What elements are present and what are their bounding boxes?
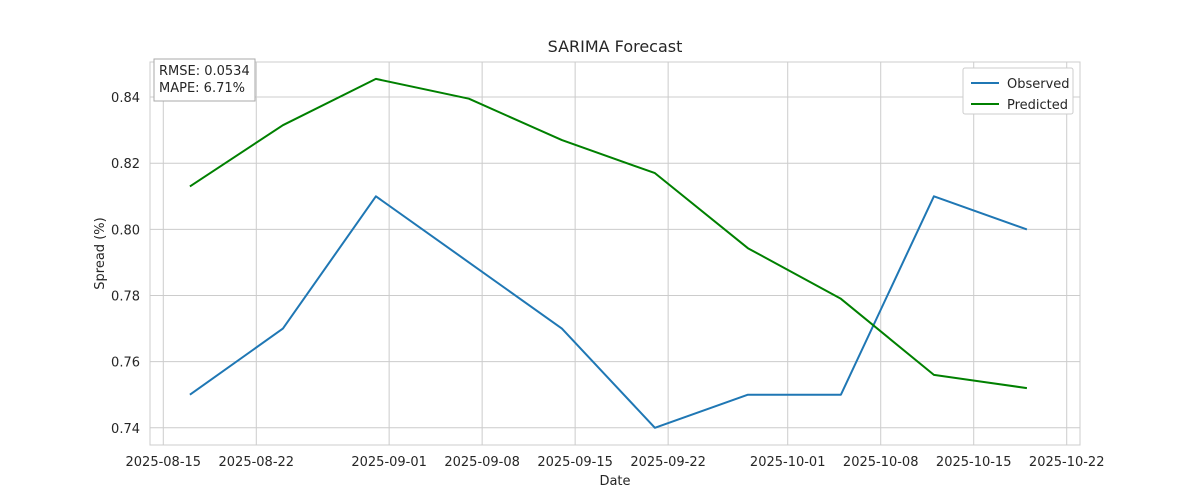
x-tick-label: 2025-09-01 <box>351 455 427 470</box>
x-tick-label: 2025-09-08 <box>444 455 520 470</box>
x-tick-label: 2025-08-22 <box>219 455 295 470</box>
y-axis-ticks: 0.74 0.76 0.78 0.80 0.82 0.84 <box>111 91 140 437</box>
x-tick-label: 2025-08-15 <box>126 455 202 470</box>
y-tick-label: 0.82 <box>111 157 140 172</box>
x-axis-ticks: 2025-08-15 2025-08-22 2025-09-01 2025-09-08… <box>126 455 1105 470</box>
x-tick-label: 2025-10-15 <box>936 455 1012 470</box>
metrics-annotation-box <box>153 58 256 102</box>
y-tick-label: 0.74 <box>111 422 140 437</box>
series-lines <box>189 77 1028 429</box>
legend-box <box>962 67 1074 115</box>
y-tick-label: 0.76 <box>111 356 140 371</box>
y-tick-label: 0.78 <box>111 290 140 305</box>
x-tick-label: 2025-10-01 <box>750 455 826 470</box>
legend: Observed Predicted <box>962 67 1074 115</box>
x-tick-label: 2025-09-22 <box>630 455 706 470</box>
legend-label-observed: Observed <box>1007 77 1070 92</box>
metrics-annotation: RMSE: 0.0534 MAPE: 6.71% <box>153 58 256 102</box>
x-tick-label: 2025-10-22 <box>1029 455 1105 470</box>
x-axis-label: Date <box>599 474 630 489</box>
y-tick-label: 0.84 <box>111 91 140 106</box>
legend-label-predicted: Predicted <box>1007 98 1068 113</box>
rmse-annotation: RMSE: 0.0534 <box>159 64 250 79</box>
y-tick-label: 0.80 <box>111 223 140 238</box>
x-tick-label: 2025-10-08 <box>843 455 919 470</box>
grid-lines <box>150 62 1080 445</box>
plot-area-frame <box>149 61 1081 446</box>
x-tick-label: 2025-09-15 <box>537 455 613 470</box>
mape-annotation: MAPE: 6.71% <box>159 81 245 96</box>
series-line-predicted <box>189 77 1028 390</box>
series-line-observed <box>189 195 1028 429</box>
chart-title: SARIMA Forecast <box>548 37 683 56</box>
y-axis-label: Spread (%) <box>93 217 108 289</box>
